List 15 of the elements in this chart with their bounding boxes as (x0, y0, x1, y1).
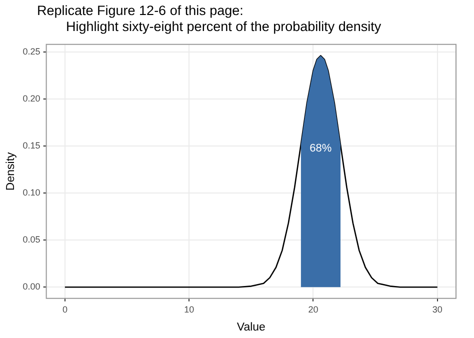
x-tick-label: 0 (62, 304, 68, 314)
chart-subtitle: Highlight sixty-eight percent of the probability density (66, 19, 382, 35)
y-tick-label: 0.25 (22, 46, 40, 56)
annotation: 68% (310, 142, 332, 154)
x-tick-label: 20 (308, 304, 318, 314)
chart-title: Replicate Figure 12-6 of this page: (37, 3, 244, 19)
y-tick-label: 0.20 (22, 93, 40, 104)
y-tick-label: 0.00 (22, 282, 40, 292)
x-tick-label: 30 (432, 304, 442, 314)
x-tick-label: 10 (184, 304, 194, 314)
y-tick-label: 0.15 (22, 140, 40, 150)
y-tick-label: 0.10 (22, 188, 40, 198)
y-axis-title: Density (5, 152, 18, 191)
x-axis-title: Value (236, 321, 266, 334)
y-tick-label: 0.05 (22, 234, 40, 245)
